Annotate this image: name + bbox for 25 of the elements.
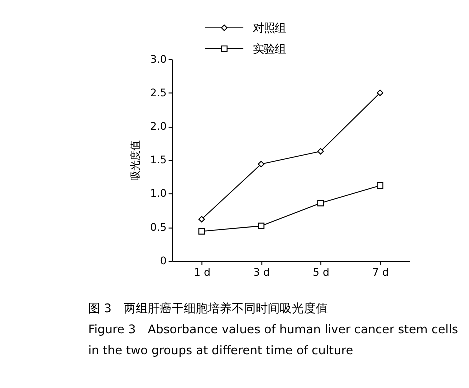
- y-tick-label: 3.0: [150, 54, 167, 66]
- legend-label: 对照组: [253, 20, 286, 35]
- y-tick-label: 2.5: [150, 87, 167, 100]
- point: [318, 148, 324, 155]
- y-tick-label: 1.5: [150, 154, 167, 167]
- legend-label: 实验组: [253, 42, 286, 56]
- y-tick-label: 1.0: [150, 188, 167, 200]
- point: [198, 216, 206, 223]
- point: [318, 200, 324, 207]
- y-axis-title: 吸光度值: [130, 140, 142, 181]
- caption: Figure 3 Absorbance values of human liver cancer stem cells: [88, 322, 458, 336]
- x-tick-label: 1 d: [194, 266, 211, 279]
- point: [258, 222, 265, 230]
- x-tick-label: 7 d: [372, 266, 390, 279]
- y-tick-label: 0.5: [150, 222, 167, 234]
- y-tick-label: 2.0: [150, 121, 167, 134]
- text: in the two groups at different time of culture: [88, 343, 354, 358]
- point: [377, 182, 384, 190]
- point: [198, 228, 206, 235]
- x-tick-label: 3 d: [254, 266, 270, 279]
- y-tick-label: 0: [160, 255, 167, 268]
- x-tick-label: 5 d: [313, 266, 330, 279]
- point: [258, 161, 265, 168]
- caption: 图 3 两组肝癌干细胞培养不同时间吸光度值: [88, 302, 328, 316]
- point: [377, 90, 384, 96]
